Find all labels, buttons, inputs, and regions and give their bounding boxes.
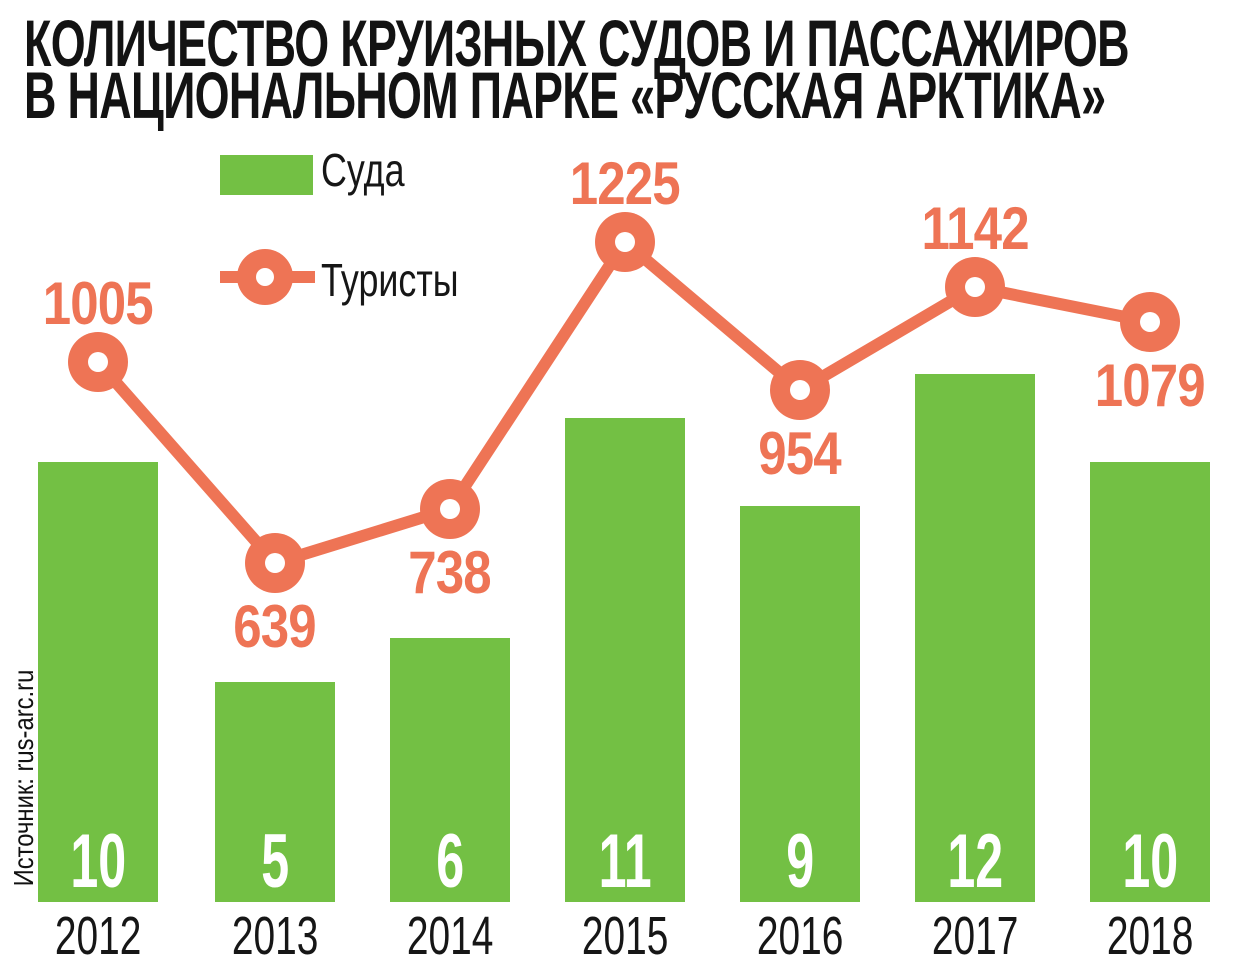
tourists-marker-hole-2015 — [615, 232, 635, 252]
axis-label-2015-text: 2015 — [581, 906, 669, 966]
axis-label-2013: 2013 — [187, 909, 363, 963]
bar-value-2012: 10 — [38, 822, 158, 902]
tourists-value-2013-text: 639 — [233, 593, 317, 660]
bar-value-2018: 10 — [1090, 822, 1210, 902]
legend-ships-swatch-icon — [220, 155, 313, 195]
tourists-value-2013: 639 — [125, 597, 425, 657]
tourists-marker-hole-2016 — [790, 380, 810, 400]
legend-ships-label: Суда — [321, 144, 428, 196]
tourists-value-2017-text: 1142 — [921, 195, 1029, 262]
legend-ships-label-text: Суда — [321, 144, 405, 196]
tourists-marker-2017 — [945, 257, 1005, 317]
tourists-marker-2018 — [1120, 292, 1180, 352]
bar-value-2015-text: 11 — [598, 819, 652, 904]
tourists-marker-hole-2012 — [88, 352, 108, 372]
axis-label-2017: 2017 — [887, 909, 1063, 963]
axis-label-2016: 2016 — [712, 909, 888, 963]
tourists-marker-2014 — [420, 479, 480, 539]
bar-value-2016-text: 9 — [786, 819, 814, 904]
title-line-1: КОЛИЧЕСТВО КРУИЗНЫХ СУДОВ И ПАССАЖИРОВ — [24, 6, 1129, 80]
bar-value-2014-text: 6 — [436, 819, 464, 904]
legend-tourists-marker-hole — [256, 268, 274, 286]
bar-2013 — [215, 682, 335, 902]
bar-value-2014: 6 — [390, 822, 510, 902]
source-credit: Источник: rus-arc.ru — [8, 669, 39, 887]
tourists-marker-hole-2013 — [265, 553, 285, 573]
tourists-value-2017: 1142 — [825, 199, 1125, 259]
tourists-value-2018-text: 1079 — [1094, 352, 1206, 419]
tourists-value-2018: 1079 — [1000, 356, 1246, 416]
axis-label-2014-text: 2014 — [406, 906, 494, 966]
tourists-marker-2013 — [245, 533, 305, 593]
legend-tourists-label: Туристы — [321, 254, 497, 306]
page-title: КОЛИЧЕСТВО КРУИЗНЫХ СУДОВ И ПАССАЖИРОВ В … — [24, 10, 1129, 128]
bar-value-2018-text: 10 — [1122, 819, 1178, 904]
bar-value-2012-text: 10 — [70, 819, 126, 904]
tourists-value-2015: 1225 — [475, 154, 775, 214]
axis-label-2013-text: 2013 — [231, 906, 319, 966]
tourists-value-2014: 738 — [300, 543, 600, 603]
bar-value-2013-text: 5 — [261, 819, 289, 904]
tourists-marker-2015 — [595, 212, 655, 272]
tourists-value-2014-text: 738 — [408, 539, 492, 606]
tourists-value-2012-text: 1005 — [42, 270, 154, 337]
tourists-value-2016-text: 954 — [758, 420, 842, 487]
axis-label-2016-text: 2016 — [756, 906, 844, 966]
bar-value-2017-text: 12 — [947, 819, 1003, 904]
axis-label-2014: 2014 — [362, 909, 538, 963]
axis-label-2018: 2018 — [1062, 909, 1238, 963]
bar-value-2013: 5 — [215, 822, 335, 902]
title-line-2: В НАЦИОНАЛЬНОМ ПАРКЕ «РУССКАЯ АРКТИКА» — [24, 58, 1106, 132]
axis-label-2012: 2012 — [10, 909, 186, 963]
tourists-marker-hole-2014 — [440, 499, 460, 519]
tourists-value-2015-text: 1225 — [569, 150, 681, 217]
bar-value-2016: 9 — [740, 822, 860, 902]
bar-2014 — [390, 638, 510, 902]
tourists-marker-hole-2017 — [965, 277, 985, 297]
legend-tourists-label-text: Туристы — [321, 254, 459, 306]
axis-label-2018-text: 2018 — [1106, 906, 1194, 966]
tourists-marker-2016 — [770, 360, 830, 420]
tourists-value-2016: 954 — [650, 424, 950, 484]
bar-value-2015: 11 — [565, 822, 685, 902]
axis-label-2015: 2015 — [537, 909, 713, 963]
axis-label-2012-text: 2012 — [54, 906, 142, 966]
tourists-marker-2012 — [68, 332, 128, 392]
tourists-marker-hole-2018 — [1140, 312, 1160, 332]
axis-label-2017-text: 2017 — [931, 906, 1019, 966]
tourists-value-2012: 1005 — [0, 274, 248, 334]
bar-2016 — [740, 506, 860, 902]
bar-value-2017: 12 — [915, 822, 1035, 902]
